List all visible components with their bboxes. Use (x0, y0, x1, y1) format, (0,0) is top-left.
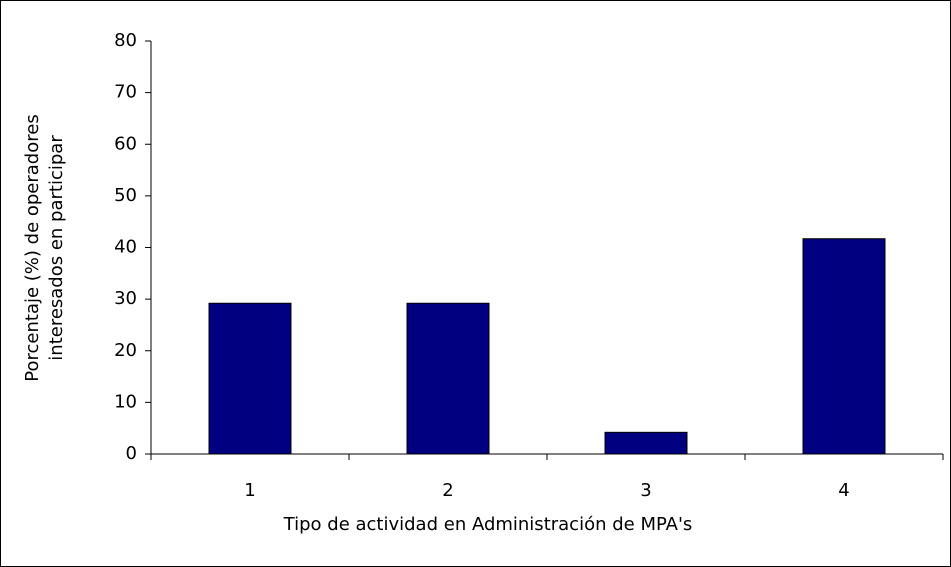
y-axis-label-line: Porcentaje (%) de operadores (22, 114, 43, 381)
bar (604, 431, 688, 455)
x-tick-label: 1 (244, 480, 255, 501)
y-tick-label: 30 (114, 288, 137, 309)
x-tick-label: 2 (442, 480, 453, 501)
x-axis-label: Tipo de actividad en Administración de M… (283, 514, 693, 535)
bar (802, 238, 886, 455)
y-tick-label: 10 (114, 391, 137, 412)
y-tick-label: 80 (114, 30, 137, 51)
y-tick-label: 60 (114, 133, 137, 154)
x-tick-label: 4 (838, 480, 849, 501)
y-axis-label-line: interesados en participar (46, 135, 67, 361)
y-tick-label: 40 (114, 237, 137, 258)
x-tick-label: 3 (640, 480, 651, 501)
y-tick-label: 20 (114, 340, 137, 361)
y-axis-label: Porcentaje (%) de operadores interesados… (22, 114, 67, 381)
y-tick-label: 50 (114, 185, 137, 206)
bar (406, 302, 490, 455)
y-tick-label: 0 (126, 443, 137, 464)
bar (208, 302, 292, 455)
y-tick-label: 70 (114, 82, 137, 103)
